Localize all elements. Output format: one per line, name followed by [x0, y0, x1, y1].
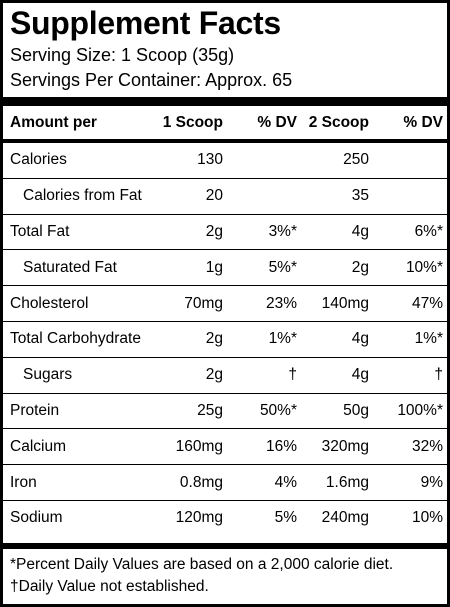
amount-serving-1: 20 — [205, 187, 223, 205]
dv-serving-2: 32% — [411, 437, 443, 455]
dv-serving-2: 100%* — [397, 401, 443, 419]
dv-serving-2: 10% — [411, 509, 443, 527]
dv-serving-1: 4% — [274, 473, 297, 491]
table-row: Cholesterol 70mg 23% 140mg 47% — [3, 285, 447, 321]
amount-serving-2: 140mg — [321, 294, 369, 312]
nutrient-name: Sugars — [23, 366, 73, 384]
amount-serving-2: 4g — [351, 330, 369, 348]
amount-serving-1: 1g — [205, 258, 223, 276]
nutrient-table: Calories 130 250 Calories from Fat 20 35 Total… — [3, 143, 447, 536]
amount-serving-2: 50g — [343, 401, 369, 419]
amount-serving-2: 250 — [343, 151, 369, 169]
table-row: Sodium 120mg 5% 240mg 10% — [3, 499, 447, 536]
footnote-daily-values: *Percent Daily Values are based on a 2,0… — [10, 556, 394, 573]
amount-serving-2: 320mg — [321, 437, 369, 455]
dv-serving-1: 3%* — [268, 222, 297, 240]
dv-serving-2: 1%* — [414, 330, 443, 348]
footnote-not-established: †Daily Value not established. — [10, 578, 209, 595]
nutrient-name: Calories from Fat — [23, 187, 142, 205]
amount-serving-1: 2g — [205, 330, 223, 348]
thick-divider — [3, 97, 447, 106]
table-row: Protein 25g 50%* 50g 100%* — [3, 392, 447, 429]
header-serving-1: 1 Scoop — [162, 114, 223, 131]
dv-serving-2: 47% — [411, 294, 443, 312]
dv-serving-1: † — [288, 366, 297, 384]
amount-serving-2: 35 — [351, 187, 369, 205]
header-amount-per: Amount per — [10, 114, 97, 131]
panel-title: Supplement Facts — [10, 5, 281, 41]
table-row: Iron 0.8mg 4% 1.6mg 9% — [3, 464, 447, 500]
dv-serving-2: † — [434, 366, 443, 384]
dv-serving-1: 23% — [265, 294, 297, 312]
header-serving-2: 2 Scoop — [308, 114, 369, 131]
dv-serving-1: 50%* — [259, 401, 297, 419]
table-row: Calcium 160mg 16% 320mg 32% — [3, 428, 447, 464]
header-dv-2: % DV — [403, 114, 443, 131]
amount-serving-1: 70mg — [184, 294, 223, 312]
table-row: Calories from Fat 20 35 — [3, 177, 447, 214]
amount-serving-1: 2g — [205, 222, 223, 240]
dv-serving-1: 5%* — [268, 258, 297, 276]
nutrient-name: Calories — [10, 151, 67, 169]
dv-serving-2: 9% — [420, 473, 443, 491]
serving-size: Serving Size: 1 Scoop (35g) — [10, 45, 235, 65]
amount-serving-2: 2g — [351, 258, 369, 276]
amount-serving-1: 2g — [205, 366, 223, 384]
amount-serving-1: 160mg — [175, 437, 223, 455]
amount-serving-2: 4g — [351, 222, 369, 240]
nutrient-name: Cholesterol — [10, 294, 89, 312]
header-divider — [3, 139, 447, 143]
nutrient-name: Total Carbohydrate — [10, 330, 141, 348]
nutrient-name: Protein — [10, 401, 60, 419]
dv-serving-2: 6%* — [414, 222, 443, 240]
dv-serving-1: 5% — [274, 509, 297, 527]
dv-serving-2: 10%* — [405, 258, 443, 276]
column-header-row: Amount per 1 Scoop % DV 2 Scoop % DV — [3, 106, 447, 140]
table-row: Sugars 2g † 4g † — [3, 356, 447, 393]
amount-serving-1: 0.8mg — [179, 473, 223, 491]
nutrient-name: Calcium — [10, 437, 66, 455]
header-dv-1: % DV — [257, 114, 297, 131]
nutrient-name: Saturated Fat — [23, 258, 117, 276]
nutrient-name: Iron — [10, 473, 37, 491]
table-row: Calories 130 250 — [3, 143, 447, 178]
amount-serving-2: 1.6mg — [325, 473, 369, 491]
dv-serving-1: 1%* — [268, 330, 297, 348]
table-row: Total Fat 2g 3%* 4g 6%* — [3, 213, 447, 250]
table-row: Saturated Fat 1g 5%* 2g 10%* — [3, 249, 447, 285]
dv-serving-1: 16% — [265, 437, 297, 455]
amount-serving-1: 120mg — [175, 509, 223, 527]
nutrient-name: Sodium — [10, 509, 63, 527]
amount-serving-1: 25g — [197, 401, 223, 419]
amount-serving-2: 240mg — [321, 509, 369, 527]
amount-serving-2: 4g — [351, 366, 369, 384]
nutrient-name: Total Fat — [10, 222, 70, 240]
table-row: Total Carbohydrate 2g 1%* 4g 1%* — [3, 320, 447, 357]
bottom-divider — [3, 543, 447, 549]
amount-serving-1: 130 — [197, 151, 223, 169]
servings-per-container: Servings Per Container: Approx. 65 — [10, 70, 293, 90]
